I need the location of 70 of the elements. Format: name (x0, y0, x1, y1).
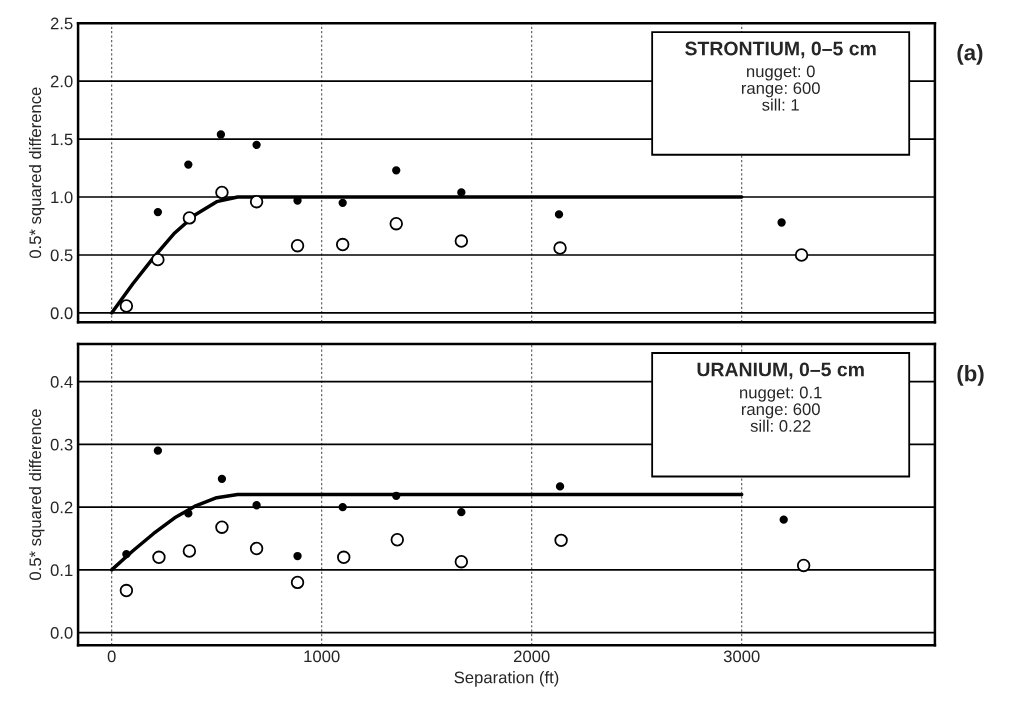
annotation: sill: 1 (762, 98, 799, 111)
point (794, 248, 809, 262)
point (153, 446, 163, 455)
point (457, 507, 466, 517)
point (779, 515, 788, 524)
y-tick-label: 0.2 (50, 501, 73, 514)
y-tick-label: 1.0 (51, 191, 73, 204)
text: (a) (957, 44, 983, 65)
point (215, 520, 229, 534)
point (335, 237, 350, 252)
point (338, 502, 347, 512)
point (337, 550, 351, 565)
point (184, 509, 193, 518)
point (119, 583, 134, 598)
point (122, 550, 131, 559)
point (390, 533, 405, 547)
text: (b) (957, 365, 984, 386)
point (555, 482, 565, 491)
y-tick-label: 0.3 (50, 438, 73, 451)
point (152, 550, 166, 565)
point (215, 185, 229, 200)
y-axis-title: 0.5* squared difference (28, 409, 45, 580)
point (216, 130, 226, 139)
y-tick-label: 0.0 (50, 307, 73, 320)
point (457, 188, 466, 197)
point (796, 558, 811, 573)
y-tick-label: 0.0 (50, 626, 73, 639)
point (389, 216, 403, 231)
point (553, 241, 567, 255)
point (554, 533, 568, 548)
point (182, 211, 197, 225)
annotation: nugget: 0.1 (740, 386, 822, 402)
y-tick-label: 0.1 (50, 564, 73, 577)
y-tick-label: 0.4 (50, 376, 73, 388)
point (392, 491, 401, 500)
y-tick-label: 2.5 (50, 17, 73, 30)
point (249, 194, 264, 209)
annotation: sill: 0.22 (750, 419, 811, 432)
point (392, 166, 401, 175)
point (554, 210, 564, 219)
y-tick-label: 0.5 (50, 249, 73, 262)
x-tick-label: 1000 (304, 650, 340, 663)
point (182, 544, 197, 558)
point (151, 252, 165, 267)
text: STRONTIUM, 0–5 cm (685, 41, 876, 59)
point (293, 551, 302, 561)
annotation: range: 600 (741, 403, 820, 419)
y-tick-label: 2.0 (50, 75, 73, 88)
point (252, 501, 261, 510)
point (119, 299, 134, 313)
point (217, 474, 227, 484)
point (184, 160, 193, 169)
y-tick-label: 1.5 (51, 133, 73, 146)
point (290, 575, 305, 590)
y-axis-title: 0.5* squared difference (28, 87, 45, 259)
annotation: range: 600 (741, 82, 820, 98)
point (153, 207, 163, 217)
annotation: nugget: 0 (747, 65, 815, 81)
x-tick-label: 3000 (723, 650, 760, 663)
point (454, 554, 469, 569)
point (338, 198, 347, 207)
x-axis-title: Separation (ft) (454, 671, 559, 687)
point (290, 239, 305, 253)
point (249, 541, 264, 556)
text: URANIUM, 0–5 cm (697, 362, 864, 380)
point (252, 140, 261, 150)
point (777, 218, 786, 227)
x-tick-label: 0 (107, 650, 116, 663)
point (454, 234, 469, 248)
x-tick-label: 2000 (514, 650, 550, 663)
